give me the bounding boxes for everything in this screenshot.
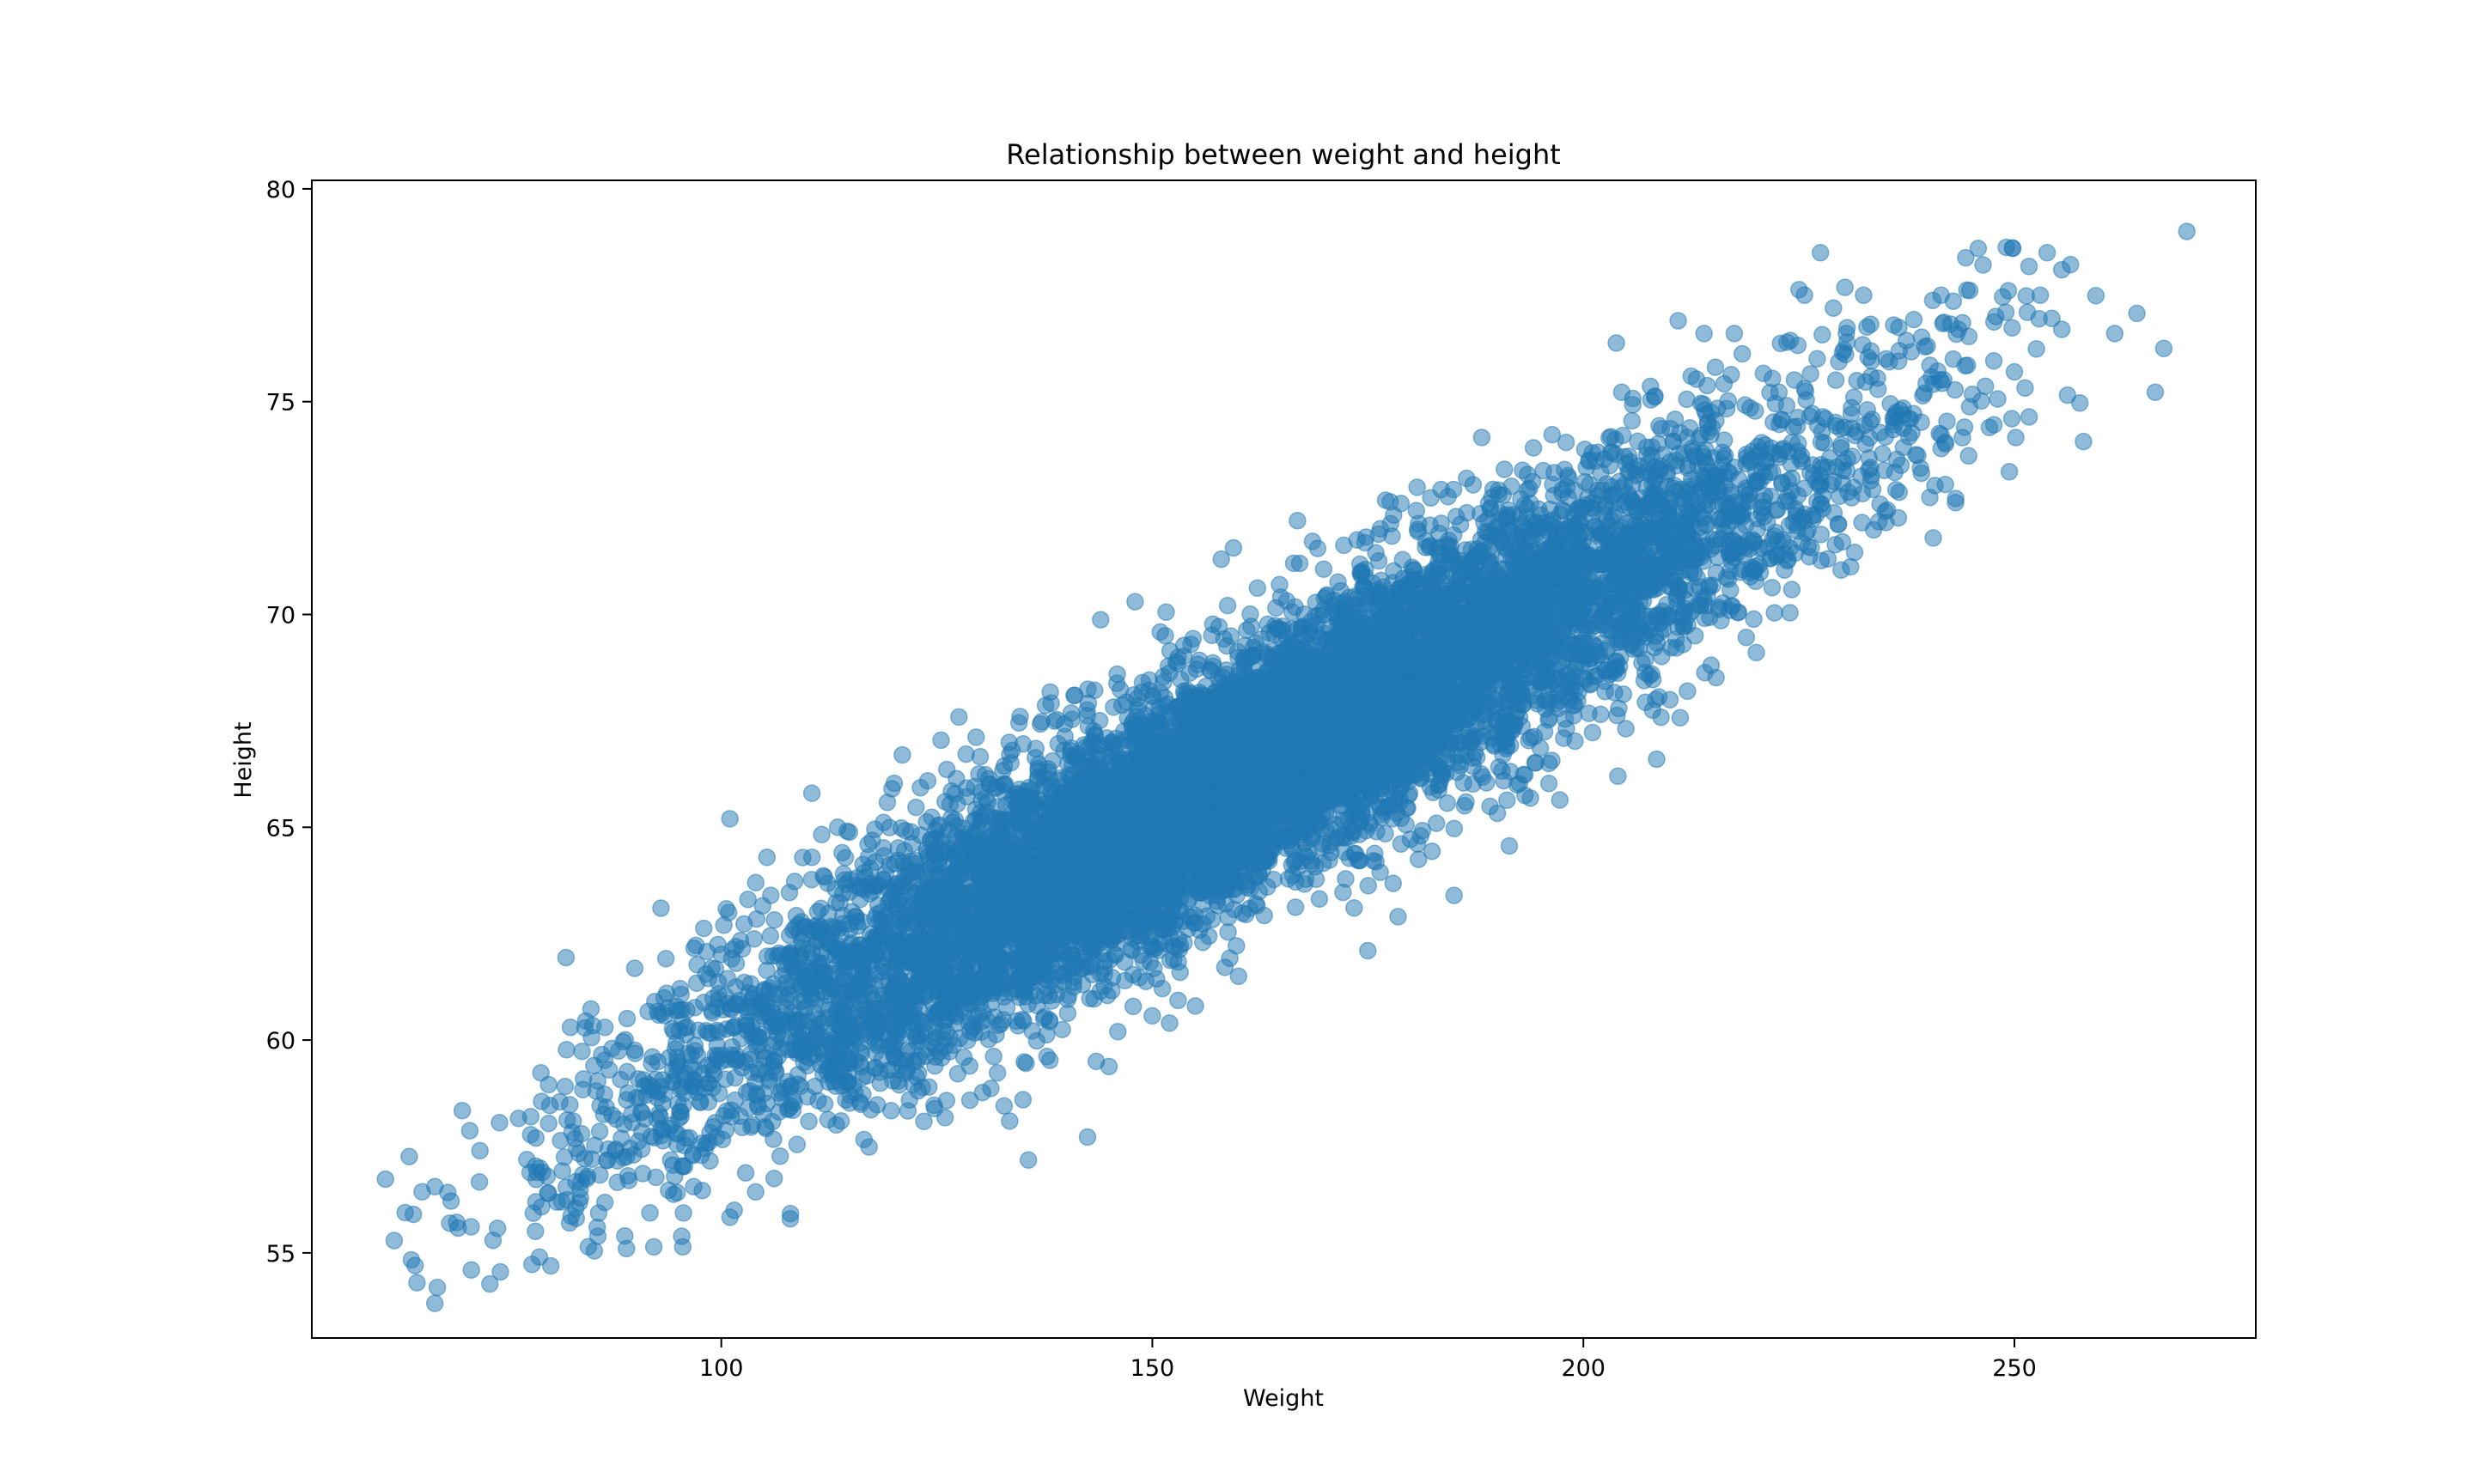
- data-point: [2058, 386, 2077, 404]
- data-point: [1539, 774, 1558, 793]
- data-point: [1376, 824, 1394, 843]
- data-point: [765, 1169, 783, 1188]
- data-point: [405, 1256, 424, 1274]
- data-point: [1698, 376, 1716, 395]
- data-point: [1432, 480, 1450, 499]
- data-point: [813, 825, 831, 844]
- data-point: [1224, 538, 1243, 557]
- data-point: [1218, 596, 1237, 615]
- data-point: [1624, 396, 1642, 414]
- data-point: [1315, 589, 1334, 607]
- data-point: [1169, 991, 1187, 1010]
- data-point: [582, 1000, 600, 1019]
- data-point: [1011, 708, 1029, 726]
- data-point: [1496, 460, 1514, 478]
- data-point: [1836, 278, 1854, 296]
- data-point: [1047, 710, 1066, 729]
- data-point: [800, 1112, 818, 1131]
- chart-title: Relationship between weight and height: [1006, 138, 1561, 171]
- data-point: [1062, 704, 1081, 722]
- data-point: [1916, 338, 1935, 356]
- data-point: [1999, 282, 2018, 300]
- data-point: [1551, 791, 1569, 809]
- data-point: [1617, 720, 1635, 738]
- data-point: [1337, 870, 1355, 888]
- data-point: [907, 798, 925, 817]
- data-point: [1801, 365, 1819, 383]
- data-point: [1706, 358, 1725, 376]
- data-point: [1408, 478, 1426, 496]
- data-point: [1498, 791, 1516, 809]
- data-point: [1764, 413, 1782, 431]
- data-point: [385, 1232, 404, 1250]
- data-point: [855, 1130, 874, 1149]
- data-point: [995, 1097, 1014, 1116]
- data-point: [470, 1173, 489, 1191]
- data-point: [425, 1294, 444, 1312]
- data-point: [1500, 836, 1519, 855]
- data-point: [746, 1183, 765, 1201]
- data-point: [1844, 388, 1863, 406]
- data-point: [984, 1047, 1002, 1066]
- data-point: [641, 1204, 659, 1222]
- points-layer: [376, 222, 2196, 1312]
- data-point: [460, 1122, 479, 1140]
- data-point: [2075, 432, 2093, 451]
- data-point: [878, 794, 897, 812]
- data-point: [2020, 258, 2038, 276]
- data-point: [1286, 898, 1305, 916]
- data-point: [1782, 581, 1801, 599]
- data-point: [1427, 814, 1446, 832]
- data-point: [2105, 325, 2124, 343]
- data-point: [1410, 850, 1428, 868]
- data-point: [932, 731, 950, 750]
- data-point: [2128, 304, 2146, 323]
- data-point: [376, 1170, 394, 1189]
- data-point: [1845, 543, 1864, 562]
- data-point: [491, 1113, 509, 1132]
- data-point: [1671, 709, 1690, 727]
- data-point: [1747, 643, 1765, 662]
- data-point: [1610, 699, 1628, 718]
- data-point: [882, 1102, 900, 1120]
- data-point: [428, 1278, 447, 1297]
- data-point: [400, 1147, 418, 1165]
- data-point: [1976, 377, 1995, 395]
- data-point: [2154, 339, 2173, 357]
- data-point: [1980, 418, 1999, 436]
- data-point: [2070, 394, 2089, 412]
- data-point: [1911, 459, 1929, 477]
- data-point: [1289, 511, 1307, 530]
- data-point: [625, 959, 644, 977]
- data-point: [1392, 835, 1411, 853]
- data-point: [1153, 979, 1172, 998]
- data-point: [1813, 325, 1831, 344]
- data-point: [1607, 334, 1625, 352]
- data-point: [950, 708, 968, 727]
- data-point: [1781, 604, 1799, 622]
- data-point: [1423, 842, 1441, 861]
- data-point: [2020, 408, 2038, 426]
- data-point: [1524, 439, 1543, 457]
- data-point: [1432, 514, 1450, 532]
- data-point: [527, 1222, 545, 1240]
- data-point: [874, 813, 893, 831]
- data-point: [771, 1147, 789, 1165]
- data-point: [1583, 723, 1602, 742]
